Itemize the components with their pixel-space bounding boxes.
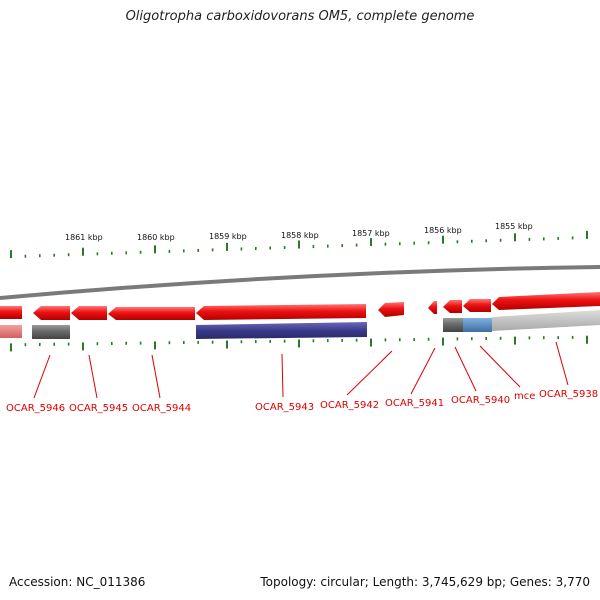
genome-title: Oligotropha carboxidovorans OM5, complet… bbox=[125, 9, 475, 24]
scale-label-1859: 1859 kbp bbox=[209, 232, 247, 241]
leader-ocar-5944 bbox=[151, 354, 161, 399]
lower-bar-grey-2 bbox=[443, 318, 463, 332]
gene-label-ocar-5945: OCAR_5945 bbox=[69, 403, 128, 414]
leader-ocar-5946 bbox=[33, 354, 51, 399]
gene-arrow-mce bbox=[463, 299, 491, 312]
gene-arrow-ocar-5941 bbox=[428, 301, 437, 314]
leader-mce bbox=[479, 345, 521, 388]
leader-ocar-5938 bbox=[555, 341, 569, 386]
leader-ocar-5942 bbox=[346, 350, 393, 396]
gene-arrow-ocar-5946 bbox=[33, 306, 70, 320]
genome-summary-text: Topology: circular; Length: 3,745,629 bp… bbox=[260, 575, 590, 589]
gene-label-ocar-5942: OCAR_5942 bbox=[320, 400, 379, 411]
gene-arrow-edge bbox=[0, 306, 22, 319]
gene-label-ocar-5944: OCAR_5944 bbox=[132, 403, 191, 414]
leader-ocar-5945 bbox=[88, 354, 98, 399]
gene-arrow-ocar-5938 bbox=[492, 292, 600, 310]
leader-ocar-5940 bbox=[454, 346, 477, 392]
gene-label-mce: mce bbox=[514, 391, 535, 402]
scale-label-1857: 1857 kbp bbox=[352, 229, 390, 238]
forward-genes bbox=[0, 292, 600, 320]
gene-label-ocar-5946: OCAR_5946 bbox=[6, 403, 65, 414]
scale-label-1855: 1855 kbp bbox=[495, 222, 533, 231]
gene-label-ocar-5940: OCAR_5940 bbox=[451, 395, 510, 406]
gene-label-ocar-5941: OCAR_5941 bbox=[385, 398, 444, 409]
lower-bar-lightblue bbox=[463, 318, 492, 332]
accession-text: Accession: NC_011386 bbox=[9, 575, 146, 589]
upper-tick-marks bbox=[10, 230, 588, 259]
scale-label-1861: 1861 kbp bbox=[65, 233, 103, 242]
lower-track bbox=[0, 310, 600, 339]
lower-tick-marks bbox=[10, 335, 588, 352]
lower-bar-light bbox=[492, 310, 600, 331]
scale-label-1858: 1858 kbp bbox=[281, 231, 319, 240]
leader-ocar-5943 bbox=[281, 353, 284, 398]
scale-label-1856: 1856 kbp bbox=[424, 226, 462, 235]
gene-arrow-ocar-5945 bbox=[71, 306, 107, 320]
lower-bar-blue bbox=[196, 322, 367, 339]
gene-label-ocar-5943: OCAR_5943 bbox=[255, 402, 314, 413]
gene-label-ocar-5938: OCAR_5938 bbox=[539, 389, 598, 400]
gene-arrow-ocar-5942 bbox=[378, 302, 404, 317]
genome-backbone bbox=[0, 265, 600, 300]
leader-ocar-5941 bbox=[410, 347, 436, 395]
gene-arrow-ocar-5944 bbox=[108, 307, 195, 320]
gene-arrow-ocar-5943 bbox=[196, 304, 366, 320]
gene-arrow-ocar-5940 bbox=[443, 300, 462, 313]
lower-bar-grey-1 bbox=[32, 325, 70, 339]
scale-label-1860: 1860 kbp bbox=[137, 233, 175, 242]
lower-bar-pink bbox=[0, 325, 22, 338]
